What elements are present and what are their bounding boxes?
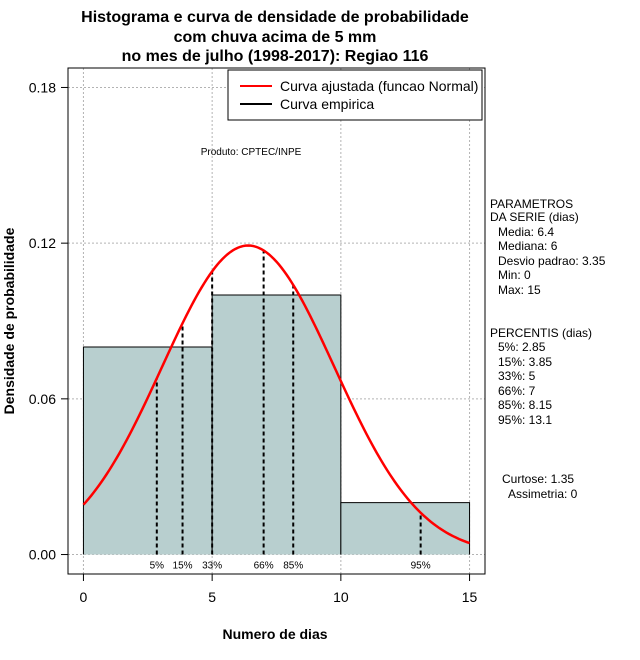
percentile-label: 33% <box>202 561 222 572</box>
percentile-label: 66% <box>254 561 274 572</box>
curtose: Curtose: 1.35 <box>502 472 574 486</box>
x-tick-label: 10 <box>333 589 349 605</box>
legend-box <box>227 69 483 121</box>
histogram-bar-outline <box>340 502 471 555</box>
y-tick-label: 0.12 <box>29 235 56 251</box>
side-panel: PARAMETROS DA SERIE (dias) Media: 6.4 Me… <box>490 197 606 501</box>
axes: 0 5 10 15 0.00 0.06 0.12 0.18 <box>29 79 478 605</box>
histogram-bar <box>212 295 341 555</box>
percentile-lines: 5% 15% 33% 66% 85% 95% <box>150 250 431 572</box>
param-desvio-padrao: Desvio padrao: 3.35 <box>498 254 606 268</box>
x-axis-title: Numero de dias <box>222 626 327 642</box>
normal-curve-layer <box>82 244 470 545</box>
param-media: Media: 6.4 <box>498 225 554 239</box>
normal-fit-curve <box>82 244 470 545</box>
percentil-66: 66%: 7 <box>498 384 536 398</box>
x-tick-label: 5 <box>208 589 216 605</box>
param-min: Min: 0 <box>498 268 531 282</box>
y-tick-label: 0.00 <box>29 547 56 563</box>
params-title-line-2: DA SERIE (dias) <box>490 210 579 224</box>
legend: Curva ajustada (funcao Normal) Curva emp… <box>227 69 483 121</box>
y-axis-title: Densidade de probabilidade <box>1 227 17 414</box>
legend-label-empirical: Curva empirica <box>280 96 374 112</box>
histogram-bar <box>83 346 213 555</box>
percentile-label: 15% <box>173 561 193 572</box>
y-tick-label: 0.06 <box>29 391 56 407</box>
percentile-label: 5% <box>150 561 165 572</box>
percentil-5: 5%: 2.85 <box>498 340 546 354</box>
chart-title-line-1: Histograma e curva de densidade de proba… <box>81 9 469 26</box>
percentile-label: 85% <box>283 561 303 572</box>
param-mediana: Mediana: 6 <box>498 239 558 253</box>
percentis-title: PERCENTIS (dias) <box>490 326 592 340</box>
histogram-bar <box>340 502 470 555</box>
percentil-85: 85%: 8.15 <box>498 398 552 412</box>
chart-title-line-3: no mes de julho (1998-2017): Regiao 116 <box>122 48 429 65</box>
percentile-label: 95% <box>411 561 431 572</box>
x-tick-label: 15 <box>462 589 478 605</box>
chart-title-line-2: com chuva acima de 5 mm <box>174 29 377 46</box>
y-tick-label: 0.18 <box>29 79 56 95</box>
product-annotation: Produto: CPTEC/INPE <box>201 147 302 158</box>
params-title-line-1: PARAMETROS <box>490 197 573 211</box>
legend-label-fit: Curva ajustada (funcao Normal) <box>280 78 478 94</box>
percentil-15: 15%: 3.85 <box>498 355 552 369</box>
percentil-33: 33%: 5 <box>498 369 536 383</box>
param-max: Max: 15 <box>498 283 541 297</box>
x-tick-label: 0 <box>80 589 88 605</box>
percentil-95: 95%: 13.1 <box>498 413 552 427</box>
histogram-bars <box>82 294 471 555</box>
assimetria: Assimetria: 0 <box>508 487 578 501</box>
